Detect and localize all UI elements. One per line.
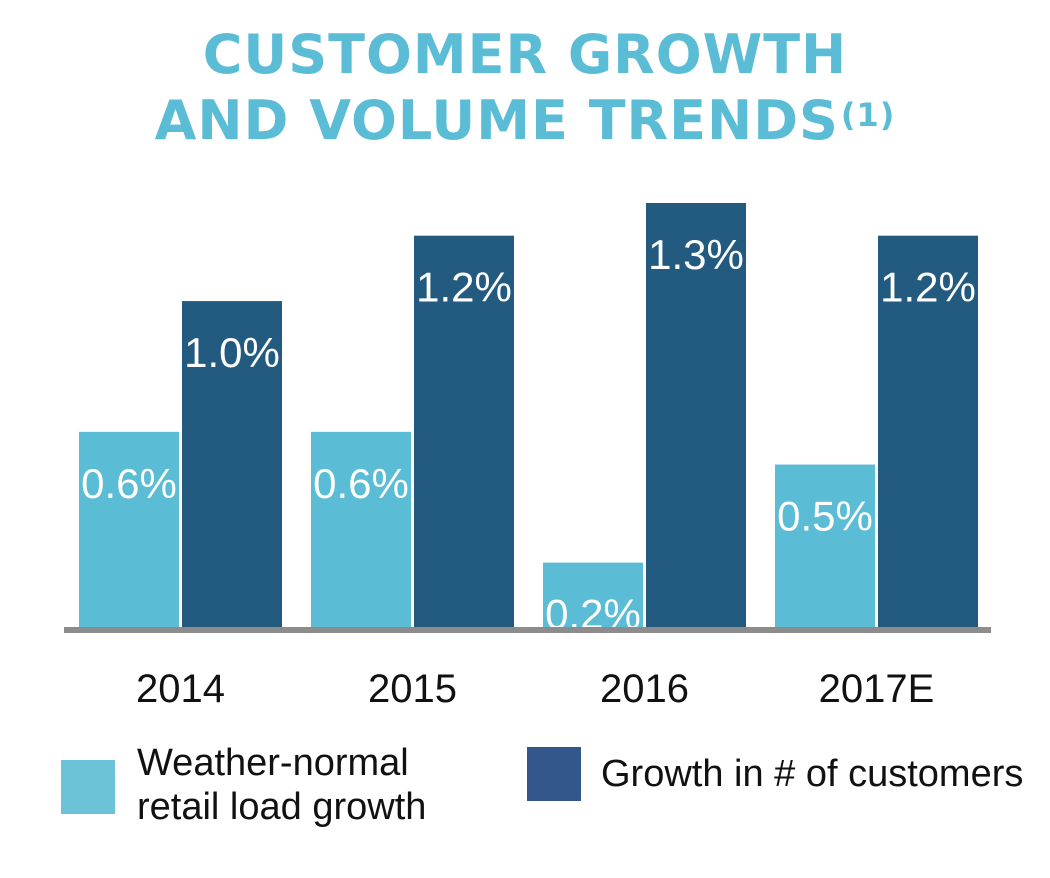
legend-label-customer-growth: Growth in # of customers (601, 753, 1024, 795)
legend-label-load-growth: Weather-normal retail load growth (137, 742, 427, 828)
bar-label-customer-growth-2017e: 1.2% (880, 264, 976, 311)
title-footnote: (1) (840, 96, 896, 134)
x-tick-label-2014: 2014 (136, 667, 225, 711)
bar-customer-growth-2017e (878, 235, 978, 628)
title-line-2: AND VOLUME TRENDS(1) (0, 88, 1050, 154)
legend-swatch-load-growth (61, 760, 115, 814)
bar-label-load-growth-2014: 0.6% (81, 460, 177, 507)
x-tick-label-2015: 2015 (368, 667, 457, 711)
x-tick-label-2017e: 2017E (819, 667, 935, 711)
bar-customer-growth-2014 (182, 301, 282, 628)
bar-customer-growth-2015 (414, 235, 514, 628)
title-line-2-text: AND VOLUME TRENDS (154, 89, 839, 152)
x-axis-line (64, 627, 991, 633)
bar-label-load-growth-2017e: 0.5% (777, 493, 873, 540)
bar-label-customer-growth-2015: 1.2% (416, 264, 512, 311)
bar-load-growth-2015 (311, 431, 411, 628)
bar-label-load-growth-2015: 0.6% (313, 460, 409, 507)
legend-swatch-customer-growth (527, 747, 581, 801)
bar-customer-growth-2016 (646, 203, 746, 628)
bar-label-customer-growth-2014: 1.0% (184, 329, 280, 376)
bar-chart: 0.6%1.0%20140.6%1.2%20150.2%1.3%20160.5%… (64, 203, 991, 711)
legend-item-load-growth: Weather-normal retail load growth (61, 742, 426, 829)
title-line-1: CUSTOMER GROWTH (202, 23, 848, 86)
legend-item-customer-growth: Growth in # of customers (527, 747, 1023, 801)
bar-load-growth-2016 (543, 562, 643, 628)
chart-title: CUSTOMER GROWTH AND VOLUME TRENDS(1) (0, 22, 1050, 154)
x-tick-label-2016: 2016 (600, 667, 689, 711)
bar-load-growth-2014 (79, 431, 179, 628)
bar-label-customer-growth-2016: 1.3% (648, 231, 744, 278)
bar-load-growth-2017e (775, 464, 875, 628)
